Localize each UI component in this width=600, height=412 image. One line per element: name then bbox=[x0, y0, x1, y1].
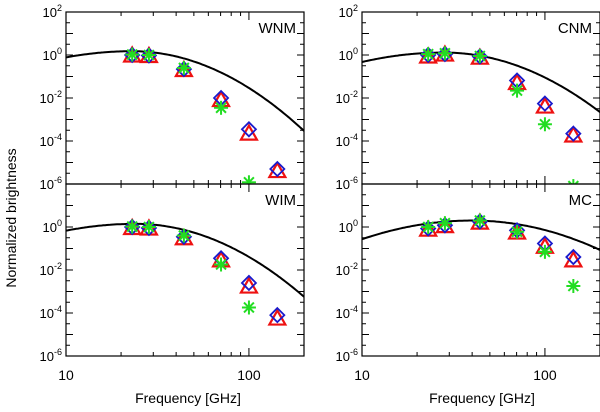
plot-area bbox=[66, 217, 304, 326]
y-tick-label: 100 bbox=[43, 46, 62, 63]
diamond-marker bbox=[123, 46, 141, 64]
x-tick-label: 100 bbox=[533, 367, 557, 383]
y-tick-label: 102 bbox=[339, 3, 358, 20]
plot-area bbox=[66, 45, 304, 184]
panel-title: CNM bbox=[558, 20, 592, 37]
star-marker bbox=[510, 224, 525, 239]
diamond-marker bbox=[123, 218, 141, 236]
diamond-marker bbox=[240, 274, 258, 292]
panel-title: WIM bbox=[265, 192, 296, 209]
model-curve bbox=[362, 219, 600, 251]
x-tick-label: 100 bbox=[237, 367, 261, 383]
y-axis-label: Normalized brightness bbox=[3, 148, 19, 287]
diamond-marker bbox=[175, 60, 193, 78]
x-tick-label: 10 bbox=[354, 367, 370, 383]
star-marker bbox=[472, 48, 487, 63]
star-marker bbox=[566, 279, 581, 294]
star-marker bbox=[214, 100, 229, 115]
star-marker bbox=[141, 48, 156, 62]
axes-frame bbox=[361, 11, 600, 185]
axes-frame bbox=[361, 183, 600, 357]
diamond-marker bbox=[419, 46, 437, 64]
star-marker bbox=[472, 213, 487, 228]
panel-cnm: 10-6 10-4 10-2 100 102 CNM bbox=[336, 3, 600, 192]
y-tick-label: 10-4 bbox=[336, 132, 358, 149]
x-axis-label-left: Frequency [GHz] bbox=[135, 390, 241, 406]
panels: 10-6 10-4 10-2 100 102 WNM 10-6 10-4 10-2 100 102 C… bbox=[40, 3, 600, 383]
y-tick-label: 100 bbox=[339, 218, 358, 235]
y-tick-label: 10-2 bbox=[336, 261, 358, 278]
panel-wim: 10-6 10-4 10-2 100 10 100 WIM bbox=[40, 183, 305, 383]
star-marker bbox=[241, 175, 256, 184]
y-tick-label: 10-2 bbox=[336, 89, 358, 106]
panel-wnm: 10-6 10-4 10-2 100 102 WNM bbox=[40, 3, 305, 192]
model-curve bbox=[66, 50, 304, 132]
x-axis-label-right: Frequency [GHz] bbox=[429, 390, 535, 406]
panel-title: WNM bbox=[259, 20, 297, 37]
y-tick-label: 10-2 bbox=[40, 89, 62, 106]
diamond-marker bbox=[175, 228, 193, 246]
diamond-marker bbox=[536, 95, 554, 112]
x-tick-label: 10 bbox=[58, 367, 74, 383]
star-marker bbox=[125, 219, 140, 234]
star-marker bbox=[214, 257, 229, 272]
diamond-marker bbox=[471, 48, 489, 65]
y-tick-label: 102 bbox=[43, 3, 62, 20]
diamond-marker bbox=[269, 160, 286, 178]
plot-area bbox=[362, 212, 600, 294]
diamond-marker bbox=[269, 306, 286, 324]
star-marker bbox=[510, 83, 525, 98]
y-tick-label: 10-2 bbox=[40, 261, 62, 278]
panel-title: MC bbox=[569, 192, 592, 209]
diamond-marker bbox=[140, 47, 158, 64]
diamond-marker bbox=[471, 213, 489, 230]
star-marker bbox=[537, 244, 552, 259]
y-tick-label: 100 bbox=[339, 46, 358, 63]
axes-frame bbox=[65, 11, 305, 185]
star-marker bbox=[141, 220, 156, 234]
star-marker bbox=[567, 179, 580, 184]
star-marker bbox=[437, 46, 452, 61]
diamond-marker bbox=[140, 219, 158, 237]
y-tick-label: 10-6 bbox=[40, 347, 62, 364]
diamond-marker bbox=[565, 248, 582, 266]
diamond-marker bbox=[436, 45, 454, 63]
star-marker bbox=[537, 117, 552, 132]
star-marker bbox=[176, 228, 191, 243]
diamond-marker bbox=[240, 121, 258, 138]
star-marker bbox=[421, 220, 436, 234]
y-tick-label: 10-6 bbox=[336, 347, 358, 364]
diamond-marker bbox=[565, 125, 582, 142]
y-tick-label: 10-6 bbox=[40, 175, 62, 192]
y-tick-label: 100 bbox=[43, 218, 62, 235]
star-marker bbox=[421, 47, 436, 62]
y-tick-label: 10-4 bbox=[336, 304, 358, 321]
star-marker bbox=[437, 216, 452, 231]
panel-mc: 10-6 10-4 10-2 100 10 100 MC bbox=[336, 183, 600, 383]
y-tick-label: 10-4 bbox=[40, 132, 62, 149]
star-marker bbox=[176, 60, 191, 75]
y-tick-label: 10-4 bbox=[40, 304, 62, 321]
plot-area bbox=[362, 44, 600, 184]
star-marker bbox=[125, 47, 140, 62]
star-marker bbox=[241, 300, 256, 315]
y-tick-label: 10-6 bbox=[336, 175, 358, 192]
